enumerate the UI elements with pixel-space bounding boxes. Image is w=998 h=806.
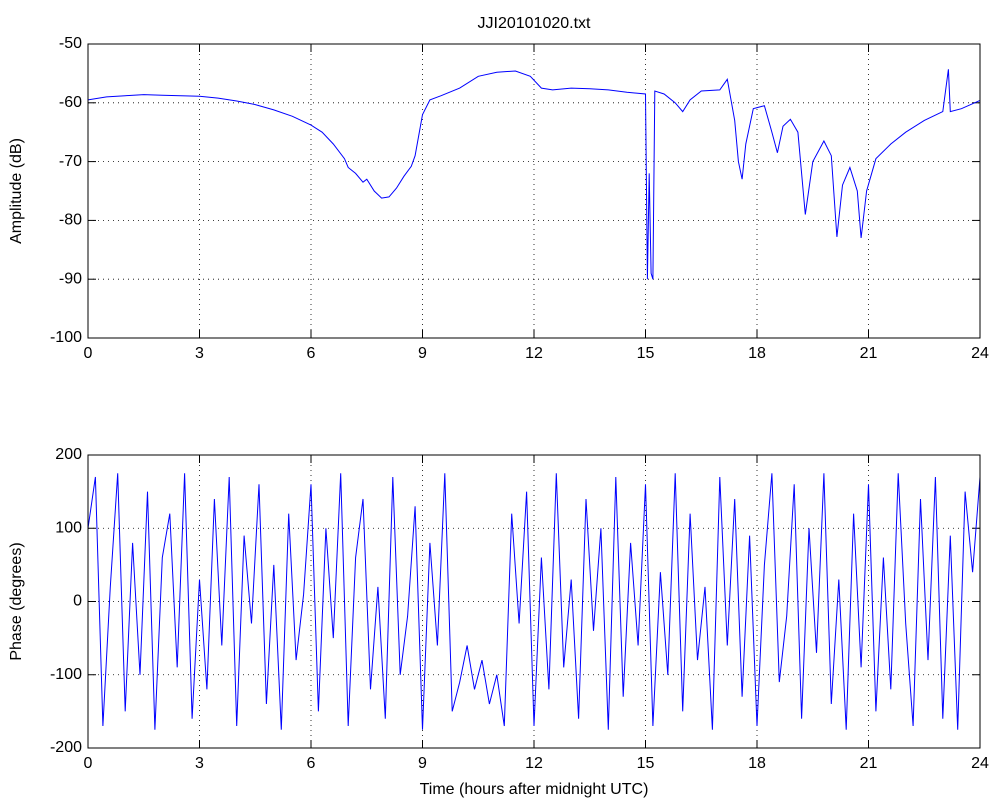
y-tick-label: -60 [59, 94, 82, 111]
y-tick-label: -200 [50, 739, 82, 756]
x-tick-label: 12 [525, 755, 543, 772]
x-tick-label: 18 [748, 345, 766, 362]
x-tick-label: 24 [971, 755, 989, 772]
x-tick-label: 12 [525, 345, 543, 362]
x-tick-label: 21 [860, 345, 878, 362]
chart-title: JJI20101020.txt [478, 15, 592, 32]
x-axis-label: Time (hours after midnight UTC) [420, 781, 649, 798]
x-tick-label: 3 [195, 345, 204, 362]
x-tick-label: 0 [84, 755, 93, 772]
axes-frame [87, 43, 981, 339]
axes-frame [87, 454, 981, 749]
y-tick-label: 0 [73, 593, 82, 610]
y-tick-label: -100 [50, 329, 82, 346]
x-tick-label: 3 [195, 755, 204, 772]
x-tick-label: 21 [860, 755, 878, 772]
x-tick-label: 15 [637, 345, 655, 362]
x-tick-label: 6 [307, 345, 316, 362]
y-tick-label: -100 [50, 666, 82, 683]
y-axis-label: Amplitude (dB) [8, 138, 25, 244]
y-tick-label: 200 [55, 446, 82, 463]
y-tick-label: -70 [59, 153, 82, 170]
plot-area [88, 44, 980, 338]
x-tick-label: 6 [307, 755, 316, 772]
y-tick-label: -90 [59, 270, 82, 287]
y-tick-label: 100 [55, 519, 82, 536]
y-tick-label: -80 [59, 212, 82, 229]
y-tick-label: -50 [59, 35, 82, 52]
x-tick-label: 18 [748, 755, 766, 772]
y-axis-label: Phase (degrees) [8, 542, 25, 660]
x-tick-label: 9 [418, 345, 427, 362]
line [87, 473, 981, 730]
x-tick-label: 9 [418, 755, 427, 772]
x-tick-label: 0 [84, 345, 93, 362]
line [87, 69, 981, 280]
x-tick-label: 15 [637, 755, 655, 772]
x-tick-label: 24 [971, 345, 989, 362]
